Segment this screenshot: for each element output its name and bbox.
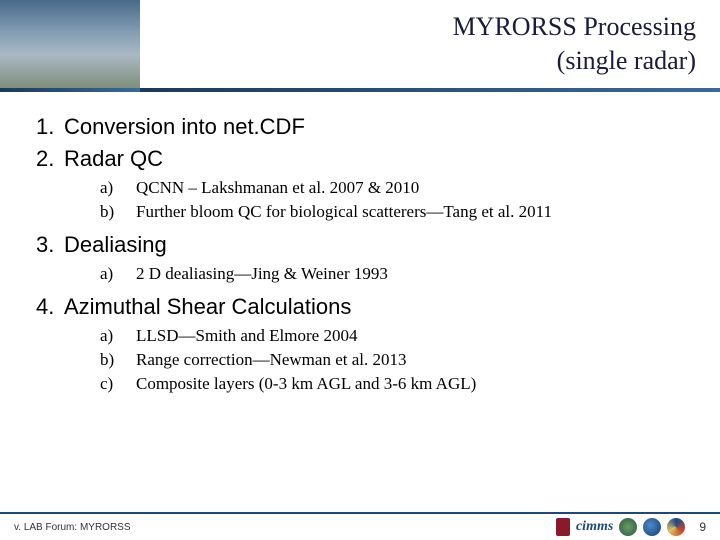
title-block: MYRORSS Processing (single radar) bbox=[140, 0, 720, 92]
footer-logos: cimms bbox=[556, 518, 685, 536]
item-text: Radar QC bbox=[64, 146, 163, 172]
slide-content: 1. Conversion into net.CDF 2. Radar QC a… bbox=[0, 92, 720, 394]
sub-text: Range correction—Newman et al. 2013 bbox=[136, 350, 407, 370]
sub-item: b) Range correction—Newman et al. 2013 bbox=[100, 350, 684, 370]
footer-text: v. LAB Forum: MYRORSS bbox=[14, 522, 556, 533]
noaa-logo-icon bbox=[643, 518, 661, 536]
sub-item: c) Composite layers (0-3 km AGL and 3-6 … bbox=[100, 374, 684, 394]
sub-item: a) LLSD—Smith and Elmore 2004 bbox=[100, 326, 684, 346]
sub-letter: a) bbox=[100, 326, 136, 346]
sub-item: b) Further bloom QC for biological scatt… bbox=[100, 202, 684, 222]
item-number: 3. bbox=[36, 232, 64, 258]
nssl-logo-icon bbox=[619, 518, 637, 536]
item-number: 1. bbox=[36, 114, 64, 140]
item-number: 4. bbox=[36, 294, 64, 320]
sub-text: Further bloom QC for biological scattere… bbox=[136, 202, 552, 222]
sub-text: LLSD—Smith and Elmore 2004 bbox=[136, 326, 357, 346]
sub-letter: a) bbox=[100, 264, 136, 284]
sub-text: QCNN – Lakshmanan et al. 2007 & 2010 bbox=[136, 178, 419, 198]
sublist-2: a) QCNN – Lakshmanan et al. 2007 & 2010 … bbox=[100, 178, 684, 222]
list-item-2: 2. Radar QC bbox=[36, 146, 684, 172]
sub-letter: a) bbox=[100, 178, 136, 198]
title-line-1: MYRORSS Processing bbox=[140, 10, 696, 44]
item-number: 2. bbox=[36, 146, 64, 172]
header-photo bbox=[0, 0, 140, 92]
ou-logo-icon bbox=[556, 518, 570, 536]
sub-item: a) QCNN – Lakshmanan et al. 2007 & 2010 bbox=[100, 178, 684, 198]
cimms-logo-icon: cimms bbox=[576, 519, 613, 535]
sub-letter: c) bbox=[100, 374, 136, 394]
sub-text: 2 D dealiasing—Jing & Weiner 1993 bbox=[136, 264, 388, 284]
list-item-3: 3. Dealiasing bbox=[36, 232, 684, 258]
nws-logo-icon bbox=[667, 518, 685, 536]
slide-footer: v. LAB Forum: MYRORSS cimms 9 bbox=[0, 512, 720, 540]
sub-letter: b) bbox=[100, 202, 136, 222]
item-text: Dealiasing bbox=[64, 232, 167, 258]
sub-text: Composite layers (0-3 km AGL and 3-6 km … bbox=[136, 374, 476, 394]
list-item-1: 1. Conversion into net.CDF bbox=[36, 114, 684, 140]
sub-letter: b) bbox=[100, 350, 136, 370]
item-text: Azimuthal Shear Calculations bbox=[64, 294, 351, 320]
list-item-4: 4. Azimuthal Shear Calculations bbox=[36, 294, 684, 320]
slide-header: MYRORSS Processing (single radar) bbox=[0, 0, 720, 92]
sublist-3: a) 2 D dealiasing—Jing & Weiner 1993 bbox=[100, 264, 684, 284]
sublist-4: a) LLSD—Smith and Elmore 2004 b) Range c… bbox=[100, 326, 684, 394]
page-number: 9 bbox=[699, 520, 706, 534]
title-line-2: (single radar) bbox=[140, 44, 696, 78]
item-text: Conversion into net.CDF bbox=[64, 114, 305, 140]
sub-item: a) 2 D dealiasing—Jing & Weiner 1993 bbox=[100, 264, 684, 284]
